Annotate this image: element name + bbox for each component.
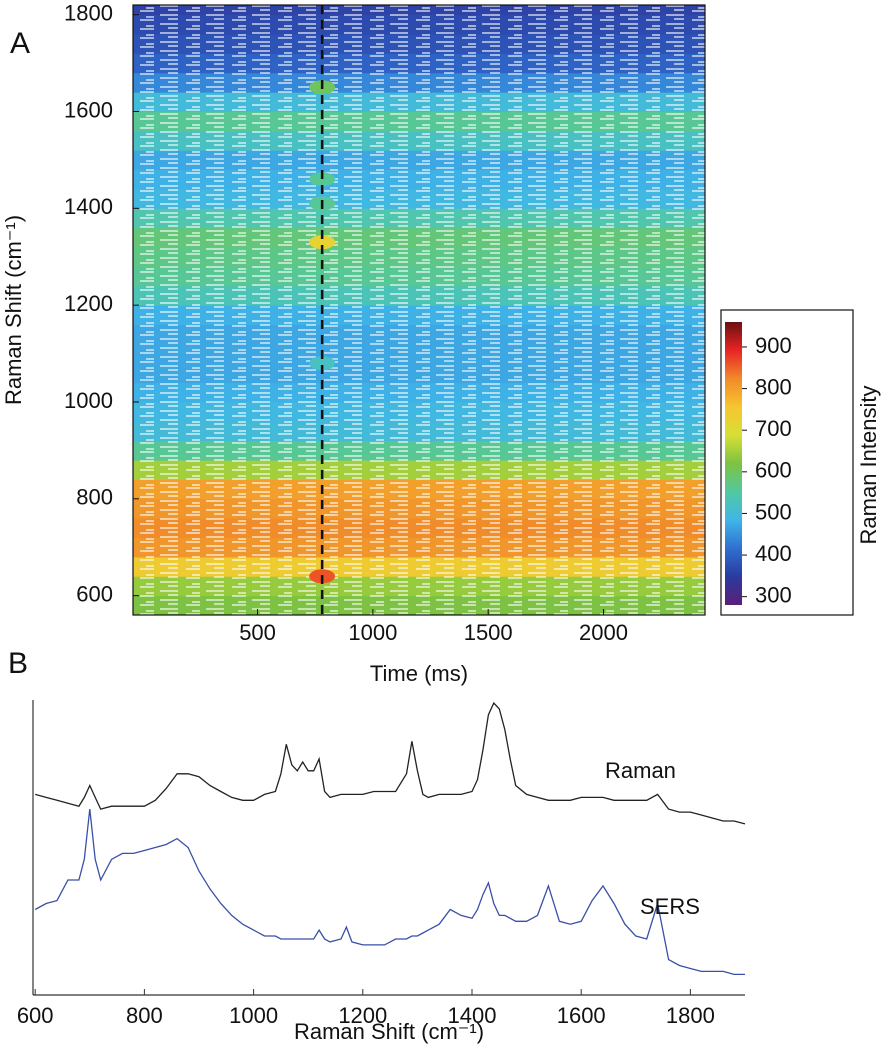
x-tick-label: 500 xyxy=(239,620,276,645)
heatmap-area xyxy=(133,5,705,615)
colorbar-tick-label: 600 xyxy=(755,458,792,483)
hotspot xyxy=(309,235,336,250)
x-tick-label: 800 xyxy=(126,1003,163,1028)
series-label: Raman xyxy=(605,758,676,783)
contour-texture xyxy=(133,5,705,615)
panel-label: B xyxy=(8,647,28,680)
colorbar-tick-label: 900 xyxy=(755,333,792,358)
colorbar-tick-label: 400 xyxy=(755,541,792,566)
colorbar-tick-label: 300 xyxy=(755,582,792,607)
y-tick-label: 1800 xyxy=(64,0,113,25)
x-axis-label: Time (ms) xyxy=(370,661,468,686)
colorbar-frame xyxy=(720,309,854,616)
y-tick-label: 800 xyxy=(76,485,113,510)
series-line xyxy=(34,809,745,976)
y-axis-label: Raman Shift (cm⁻¹) xyxy=(1,215,26,405)
x-axis-label: Raman Shift (cm⁻¹) xyxy=(294,1019,484,1044)
colorbar-tick-label: 500 xyxy=(755,499,792,524)
y-tick-label: 1000 xyxy=(64,388,113,413)
colorbar xyxy=(725,322,742,605)
x-tick-label: 2000 xyxy=(579,620,628,645)
y-tick-label: 600 xyxy=(76,581,113,606)
y-tick-label: 1200 xyxy=(64,291,113,316)
hotspot xyxy=(309,356,336,371)
series-line xyxy=(35,701,746,825)
colorbar-tick-label: 800 xyxy=(755,374,792,399)
y-tick-label: 1600 xyxy=(64,97,113,122)
x-tick-label: 1600 xyxy=(557,1003,606,1028)
x-tick-label: 1800 xyxy=(666,1003,715,1028)
x-tick-label: 1000 xyxy=(229,1003,278,1028)
panel-label: A xyxy=(10,27,30,60)
x-tick-label: 1400 xyxy=(448,1003,497,1028)
colorbar-label: Raman Intensity xyxy=(856,386,881,545)
series-label: SERS xyxy=(640,894,700,919)
x-tick-label: 600 xyxy=(17,1003,54,1028)
x-tick-label: 1500 xyxy=(464,620,513,645)
plot-frame xyxy=(132,4,706,616)
panel-a: 500 1000 1500 2000 600 800 1000 1200 1400 1600 180… xyxy=(1,0,881,685)
y-tick-label: 1400 xyxy=(64,194,113,219)
x-tick-label: 1000 xyxy=(348,620,397,645)
x-tick-label: 1200 xyxy=(338,1003,387,1028)
hotspot xyxy=(309,172,336,187)
panel-b: 600 800 1000 1200 1400 1600 1800 Raman SERS Raman… xyxy=(8,647,746,1044)
colorbar-tick-label: 700 xyxy=(755,416,792,441)
